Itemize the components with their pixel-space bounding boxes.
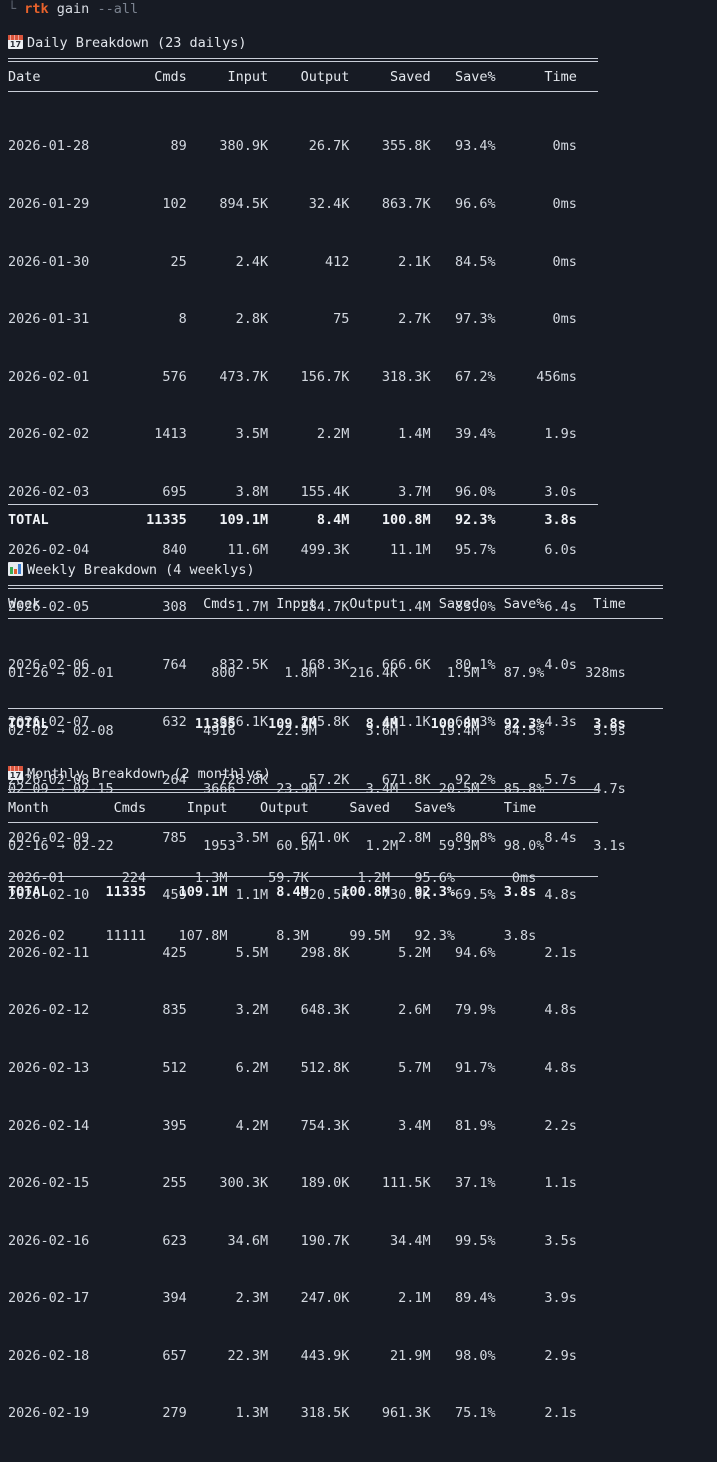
- weekly-section-title: Weekly Breakdown (4 weeklys): [0, 560, 717, 580]
- weekly-header-row: Week Cmds Input Output Saved Save% Time: [8, 596, 626, 612]
- daily-header-bottom-rule: [8, 91, 598, 92]
- table-row[interactable]: 2026-02-06 764 832.5K 168.3K 666.6K 80.1…: [8, 656, 577, 673]
- table-row[interactable]: 2026-01-31 8 2.8K 75 2.7K 97.3% 0ms: [8, 311, 577, 328]
- daily-total-line: TOTAL 11335 109.1M 8.4M 100.8M 92.3% 3.8…: [8, 512, 577, 528]
- command-line: └ rtk gain --all: [8, 0, 138, 19]
- table-row[interactable]: 2026-01-28 89 380.9K 26.7K 355.8K 93.4% …: [8, 138, 577, 155]
- terminal-window: └ rtk gain --all Daily Breakdown (23 dai…: [0, 0, 717, 905]
- monthly-header-row: Month Cmds Input Output Saved Save% Time: [8, 800, 537, 816]
- daily-header-top-rule: [8, 58, 598, 62]
- calendar-icon: [8, 35, 23, 49]
- calendar-icon: [8, 766, 23, 780]
- table-row[interactable]: 2026-02-13 512 6.2M 512.8K 5.7M 91.7% 4.…: [8, 1059, 577, 1076]
- table-row[interactable]: 2026-02-01 576 473.7K 156.7K 318.3K 67.2…: [8, 368, 577, 385]
- monthly-title-text: Monthly Breakdown (2 monthlys): [27, 766, 271, 782]
- daily-total-row: TOTAL 11335 109.1M 8.4M 100.8M 92.3% 3.8…: [8, 511, 577, 530]
- table-row[interactable]: 2026-02-05 308 1.7M 284.7K 1.4M 83.0% 6.…: [8, 599, 577, 616]
- monthly-total-rule: [8, 876, 598, 877]
- section-monthly: Monthly Breakdown (2 monthlys): [0, 764, 717, 784]
- weekly-header-top-rule: [8, 585, 663, 589]
- table-row[interactable]: 02-16 → 02-22 1953 60.5M 1.2M 59.3M 98.0…: [8, 838, 626, 855]
- table-row[interactable]: 2026-02-02 1413 3.5M 2.2M 1.4M 39.4% 1.9…: [8, 426, 577, 443]
- monthly-header-bottom-rule: [8, 822, 598, 823]
- command-binary: rtk: [24, 1, 49, 17]
- table-row[interactable]: 2026-02-09 785 3.5M 671.0K 2.8M 80.8% 8.…: [8, 829, 577, 846]
- table-row[interactable]: 2026-02-14 395 4.2M 754.3K 3.4M 81.9% 2.…: [8, 1117, 577, 1134]
- monthly-header-top-rule: [8, 789, 598, 793]
- weekly-table-header: Week Cmds Input Output Saved Save% Time: [8, 595, 626, 614]
- weekly-header-bottom-rule: [8, 618, 663, 619]
- table-row[interactable]: 2026-02-15 255 300.3K 189.0K 111.5K 37.1…: [8, 1175, 577, 1192]
- bar-chart-icon: [8, 562, 23, 576]
- daily-section-title: Daily Breakdown (23 dailys): [0, 33, 717, 53]
- daily-header-row: Date Cmds Input Output Saved Save% Time: [8, 69, 577, 85]
- table-row[interactable]: 2026-01-30 25 2.4K 412 2.1K 84.5% 0ms: [8, 253, 577, 270]
- command-flag: --all: [97, 1, 139, 17]
- table-row[interactable]: 2026-01 224 1.3M 59.7K 1.2M 95.6% 0ms: [8, 870, 537, 887]
- table-row[interactable]: 2026-02-07 632 686.1K 245.8K 441.1K 64.3…: [8, 714, 577, 731]
- monthly-section-title: Monthly Breakdown (2 monthlys): [0, 764, 717, 784]
- monthly-table-body: 2026-01 224 1.3M 59.7K 1.2M 95.6% 0ms 20…: [8, 831, 536, 985]
- command-subcommand: gain: [56, 1, 90, 17]
- section-daily: Daily Breakdown (23 dailys): [0, 33, 717, 53]
- table-row[interactable]: 2026-02-04 840 11.6M 499.3K 11.1M 95.7% …: [8, 541, 577, 558]
- weekly-total-rule: [8, 708, 663, 709]
- weekly-title-text: Weekly Breakdown (4 weeklys): [27, 562, 255, 578]
- table-row[interactable]: 2026-02 11111 107.8M 8.3M 99.5M 92.3% 3.…: [8, 928, 537, 944]
- table-row[interactable]: 2026-02-10 459 1.1M 320.5K 730.0K 69.5% …: [8, 887, 577, 904]
- section-weekly: Weekly Breakdown (4 weeklys): [0, 560, 717, 580]
- daily-table-header: Date Cmds Input Output Saved Save% Time: [8, 68, 577, 87]
- daily-title-text: Daily Breakdown (23 dailys): [27, 35, 247, 51]
- table-row[interactable]: 2026-02-12 835 3.2M 648.3K 2.6M 79.9% 4.…: [8, 1002, 577, 1019]
- table-row[interactable]: 2026-02-19 279 1.3M 318.5K 961.3K 75.1% …: [8, 1405, 577, 1422]
- weekly-total-row: TOTAL 11335 109.1M 8.4M 100.8M 92.3% 3.8…: [8, 715, 626, 734]
- table-row[interactable]: 2026-02-03 695 3.8M 155.4K 3.7M 96.0% 3.…: [8, 483, 577, 500]
- table-row[interactable]: 2026-02-18 657 22.3M 443.9K 21.9M 98.0% …: [8, 1347, 577, 1364]
- daily-total-rule: [8, 504, 598, 505]
- tree-branch-glyph: └: [8, 1, 25, 17]
- table-row[interactable]: 02-02 → 02-08 4916 22.9M 3.6M 19.4M 84.5…: [8, 723, 626, 739]
- table-row[interactable]: 2026-02-08 264 728.8K 57.2K 671.8K 92.2%…: [8, 771, 577, 788]
- table-row[interactable]: 2026-01-29 102 894.5K 32.4K 863.7K 96.6%…: [8, 196, 577, 212]
- weekly-total-line: TOTAL 11335 109.1M 8.4M 100.8M 92.3% 3.8…: [8, 716, 626, 732]
- table-row[interactable]: 2026-02-16 623 34.6M 190.7K 34.4M 99.5% …: [8, 1232, 577, 1249]
- monthly-table-header: Month Cmds Input Output Saved Save% Time: [8, 799, 536, 818]
- table-row[interactable]: 2026-02-17 394 2.3M 247.0K 2.1M 89.4% 3.…: [8, 1290, 577, 1307]
- table-row[interactable]: 01-26 → 02-01 800 1.8M 216.4K 1.5M 87.9%…: [8, 665, 626, 682]
- monthly-total-row: TOTAL 11335 109.1M 8.4M 100.8M 92.3% 3.8…: [8, 883, 536, 902]
- monthly-total-line: TOTAL 11335 109.1M 8.4M 100.8M 92.3% 3.8…: [8, 884, 537, 900]
